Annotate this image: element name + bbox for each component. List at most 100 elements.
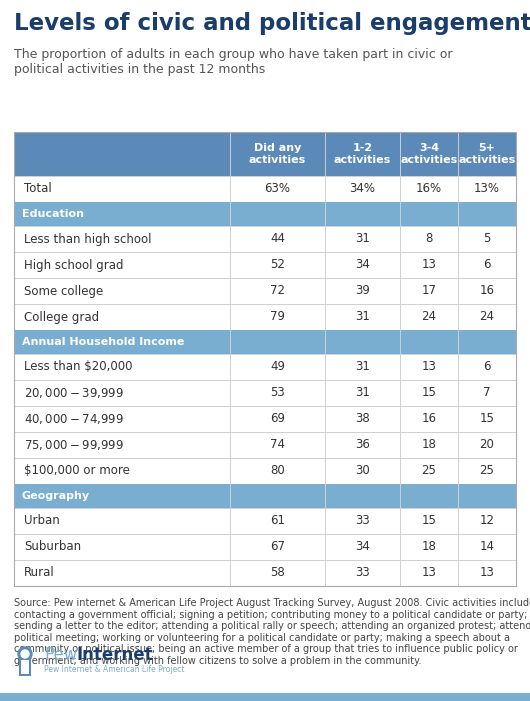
Text: $40,000-$74,999: $40,000-$74,999 — [24, 412, 124, 426]
Bar — [14, 132, 516, 586]
Text: 25: 25 — [480, 465, 494, 477]
Text: 61: 61 — [270, 515, 285, 527]
Text: 13: 13 — [421, 259, 436, 271]
Text: 58: 58 — [270, 566, 285, 580]
Text: 69: 69 — [270, 412, 285, 426]
Text: 1-2
activities: 1-2 activities — [334, 143, 391, 165]
Text: Did any
activities: Did any activities — [249, 143, 306, 165]
Text: 52: 52 — [270, 259, 285, 271]
Bar — [14, 202, 516, 226]
Text: 33: 33 — [355, 566, 370, 580]
Text: 80: 80 — [270, 465, 285, 477]
Text: 13: 13 — [421, 360, 436, 374]
Bar — [14, 484, 516, 508]
Text: 13%: 13% — [474, 182, 500, 196]
Text: $100,000 or more: $100,000 or more — [24, 465, 130, 477]
Text: Rural: Rural — [24, 566, 55, 580]
Text: 74: 74 — [270, 439, 285, 451]
Text: 6: 6 — [483, 259, 491, 271]
Text: High school grad: High school grad — [24, 259, 123, 271]
Text: 14: 14 — [480, 540, 494, 554]
Text: 44: 44 — [270, 233, 285, 245]
Bar — [14, 534, 516, 560]
Text: 31: 31 — [355, 360, 370, 374]
Text: Internet: Internet — [76, 646, 153, 664]
Text: 30: 30 — [355, 465, 370, 477]
Text: 53: 53 — [270, 386, 285, 400]
Bar — [14, 226, 516, 252]
Text: 79: 79 — [270, 311, 285, 323]
Bar — [14, 354, 516, 380]
Text: 31: 31 — [355, 311, 370, 323]
Text: 31: 31 — [355, 233, 370, 245]
Bar — [14, 458, 516, 484]
Text: 34: 34 — [355, 540, 370, 554]
Text: Suburban: Suburban — [24, 540, 81, 554]
Text: Less than $20,000: Less than $20,000 — [24, 360, 132, 374]
Text: 13: 13 — [480, 566, 494, 580]
Text: 33: 33 — [355, 515, 370, 527]
Text: 38: 38 — [355, 412, 370, 426]
Text: 39: 39 — [355, 285, 370, 297]
Text: The proportion of adults in each group who have taken part in civic or
political: The proportion of adults in each group w… — [14, 48, 453, 76]
Text: 67: 67 — [270, 540, 285, 554]
Text: 6: 6 — [483, 360, 491, 374]
Text: Pew Internet & American Life Project: Pew Internet & American Life Project — [44, 665, 184, 674]
Text: Annual Household Income: Annual Household Income — [22, 337, 184, 347]
Text: 15: 15 — [421, 386, 436, 400]
Bar — [19, 658, 31, 676]
Circle shape — [21, 650, 29, 658]
Text: 24: 24 — [421, 311, 437, 323]
Text: Some college: Some college — [24, 285, 103, 297]
Text: 12: 12 — [480, 515, 494, 527]
Bar — [14, 132, 516, 176]
Text: 17: 17 — [421, 285, 437, 297]
Text: $20,000-$39,999: $20,000-$39,999 — [24, 386, 124, 400]
Text: Urban: Urban — [24, 515, 60, 527]
Bar — [0, 693, 530, 701]
Text: 72: 72 — [270, 285, 285, 297]
Text: 16: 16 — [480, 285, 494, 297]
Text: 7: 7 — [483, 386, 491, 400]
Text: Geography: Geography — [22, 491, 90, 501]
Bar — [14, 252, 516, 278]
Text: 63%: 63% — [264, 182, 290, 196]
Text: 15: 15 — [421, 515, 436, 527]
Text: 3-4
activities: 3-4 activities — [400, 143, 457, 165]
Text: 5: 5 — [483, 233, 491, 245]
Text: 24: 24 — [480, 311, 494, 323]
Text: 34%: 34% — [349, 182, 375, 196]
Text: 16: 16 — [421, 412, 437, 426]
Text: 8: 8 — [425, 233, 432, 245]
Text: Pew: Pew — [44, 646, 77, 664]
Bar — [21, 660, 29, 674]
Text: 31: 31 — [355, 386, 370, 400]
Bar — [14, 432, 516, 458]
Bar — [14, 176, 516, 202]
Bar — [14, 406, 516, 432]
Circle shape — [18, 647, 32, 661]
Text: Education: Education — [22, 209, 84, 219]
Text: 49: 49 — [270, 360, 285, 374]
Text: 15: 15 — [480, 412, 494, 426]
Text: College grad: College grad — [24, 311, 99, 323]
Text: 20: 20 — [480, 439, 494, 451]
Text: 5+
activities: 5+ activities — [458, 143, 516, 165]
Text: 16%: 16% — [416, 182, 442, 196]
Text: 34: 34 — [355, 259, 370, 271]
Text: 18: 18 — [421, 439, 436, 451]
Bar — [14, 330, 516, 354]
Bar — [14, 560, 516, 586]
Text: 25: 25 — [421, 465, 436, 477]
Text: Less than high school: Less than high school — [24, 233, 152, 245]
Bar — [14, 304, 516, 330]
Bar — [14, 508, 516, 534]
Text: 36: 36 — [355, 439, 370, 451]
Text: $75,000-$99,999: $75,000-$99,999 — [24, 438, 124, 452]
Text: 18: 18 — [421, 540, 436, 554]
Text: Source: Pew internet & American Life Project August Tracking Survey, August 2008: Source: Pew internet & American Life Pro… — [14, 598, 530, 666]
Text: 13: 13 — [421, 566, 436, 580]
Text: Levels of civic and political engagement: Levels of civic and political engagement — [14, 12, 530, 35]
Bar — [14, 278, 516, 304]
Text: Total: Total — [24, 182, 52, 196]
